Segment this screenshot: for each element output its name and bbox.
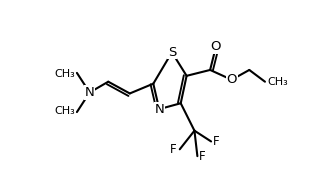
Text: F: F — [213, 135, 220, 148]
Text: N: N — [154, 103, 164, 116]
Text: F: F — [199, 150, 206, 163]
Text: CH₃: CH₃ — [54, 106, 75, 116]
Text: S: S — [168, 46, 176, 59]
Text: N: N — [85, 86, 94, 99]
Text: O: O — [211, 40, 221, 53]
Text: CH₃: CH₃ — [267, 77, 288, 87]
Text: O: O — [226, 73, 237, 86]
Text: CH₃: CH₃ — [54, 69, 75, 79]
Text: F: F — [170, 143, 176, 156]
